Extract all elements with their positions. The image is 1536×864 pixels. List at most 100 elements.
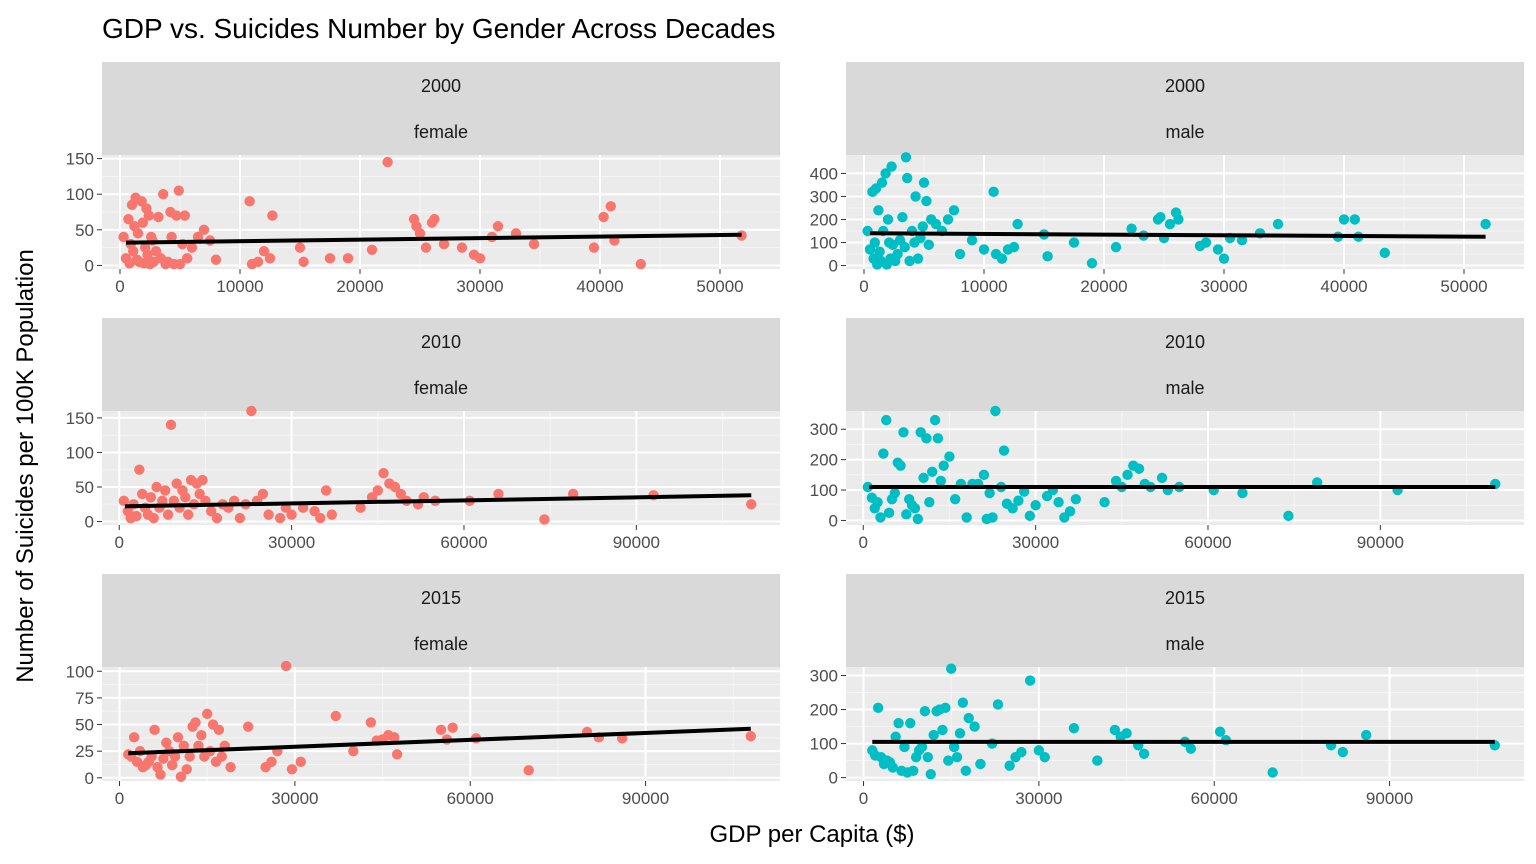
- data-point: [918, 472, 929, 484]
- data-point: [295, 756, 306, 768]
- x-tick-label: 0: [115, 533, 124, 552]
- facet-strip: [102, 62, 780, 155]
- data-point: [978, 244, 990, 255]
- x-tick-label: 0: [859, 533, 868, 552]
- data-point: [923, 239, 934, 251]
- data-point: [172, 732, 184, 743]
- x-tick-label: 0: [859, 789, 868, 808]
- y-tick-label: 75: [75, 689, 94, 708]
- data-point: [1185, 743, 1197, 754]
- data-point: [912, 253, 924, 264]
- data-point: [182, 509, 194, 520]
- y-tick-label: 150: [66, 150, 94, 169]
- strip-label-sex: male: [1165, 634, 1204, 654]
- data-point: [148, 512, 159, 524]
- data-point: [1267, 767, 1278, 778]
- data-point: [1042, 251, 1053, 262]
- data-point: [330, 710, 341, 722]
- data-point: [899, 241, 910, 253]
- data-point: [438, 238, 450, 250]
- strip-label-year: 2015: [1165, 588, 1205, 608]
- data-point: [1283, 510, 1294, 522]
- data-point: [435, 724, 447, 736]
- data-point: [389, 732, 400, 743]
- y-tick-label: 100: [810, 735, 838, 754]
- data-point: [928, 729, 939, 741]
- y-tick-label: 100: [810, 234, 838, 253]
- data-point: [160, 485, 171, 496]
- data-point: [474, 253, 486, 264]
- data-point: [926, 466, 938, 477]
- data-point: [456, 242, 468, 253]
- strip-label-year: 2010: [421, 332, 461, 352]
- data-point: [174, 258, 186, 270]
- data-point: [234, 512, 246, 524]
- data-point: [211, 512, 223, 524]
- data-point: [162, 509, 174, 520]
- data-point: [899, 741, 910, 753]
- data-point: [954, 728, 966, 739]
- data-point: [158, 753, 169, 764]
- data-point: [1121, 728, 1132, 739]
- x-tick-label: 10000: [960, 277, 1007, 296]
- data-point: [1480, 218, 1491, 230]
- data-point: [876, 177, 888, 188]
- data-point: [1212, 244, 1224, 255]
- data-point: [258, 245, 270, 257]
- plot-background: [846, 155, 1524, 269]
- data-point: [348, 745, 359, 757]
- data-point: [257, 488, 269, 500]
- data-point: [184, 751, 195, 762]
- data-point: [1200, 237, 1212, 248]
- data-point: [1156, 472, 1168, 484]
- data-point: [286, 509, 297, 520]
- data-point: [1053, 497, 1064, 508]
- x-tick-label: 30000: [456, 277, 503, 296]
- data-point: [1379, 247, 1391, 259]
- x-tick-label: 30000: [1015, 789, 1062, 808]
- x-tick-label: 30000: [1012, 533, 1059, 552]
- data-point: [539, 514, 550, 525]
- data-point: [1068, 723, 1080, 734]
- data-point: [883, 507, 895, 519]
- data-point: [145, 492, 157, 503]
- data-point: [1008, 241, 1020, 253]
- data-point: [1126, 223, 1137, 234]
- data-point: [149, 724, 160, 736]
- data-point: [1237, 487, 1248, 499]
- facet-strip: [846, 574, 1524, 667]
- data-point: [244, 196, 255, 207]
- data-point: [908, 765, 919, 776]
- data-point: [1122, 469, 1133, 481]
- strip-label-year: 2015: [421, 588, 461, 608]
- data-point: [166, 759, 178, 771]
- data-point: [205, 505, 217, 517]
- data-point: [1349, 214, 1361, 225]
- data-point: [523, 765, 534, 776]
- data-point: [1110, 241, 1122, 253]
- data-point: [904, 255, 915, 267]
- y-tick-label: 400: [810, 164, 838, 183]
- data-point: [917, 221, 928, 232]
- data-point: [874, 246, 885, 257]
- x-tick-label: 0: [115, 277, 124, 296]
- x-tick-label: 20000: [1080, 277, 1127, 296]
- data-point: [878, 448, 889, 459]
- data-point: [1092, 755, 1103, 766]
- data-point: [197, 474, 208, 486]
- data-point: [266, 756, 277, 768]
- data-point: [252, 256, 264, 268]
- y-tick-label: 100: [66, 662, 94, 681]
- data-point: [944, 451, 955, 462]
- data-point: [153, 211, 164, 223]
- data-point: [1164, 218, 1176, 230]
- data-point: [872, 702, 884, 714]
- data-point: [528, 238, 540, 250]
- y-tick-label: 300: [810, 667, 838, 686]
- data-point: [598, 211, 609, 223]
- data-point: [192, 231, 204, 243]
- data-point: [932, 433, 944, 444]
- data-point: [963, 712, 974, 724]
- data-point: [880, 168, 891, 179]
- panel-2015-male: 2015 male 0 30000 60000 90000 0 100 200 300: [810, 574, 1524, 808]
